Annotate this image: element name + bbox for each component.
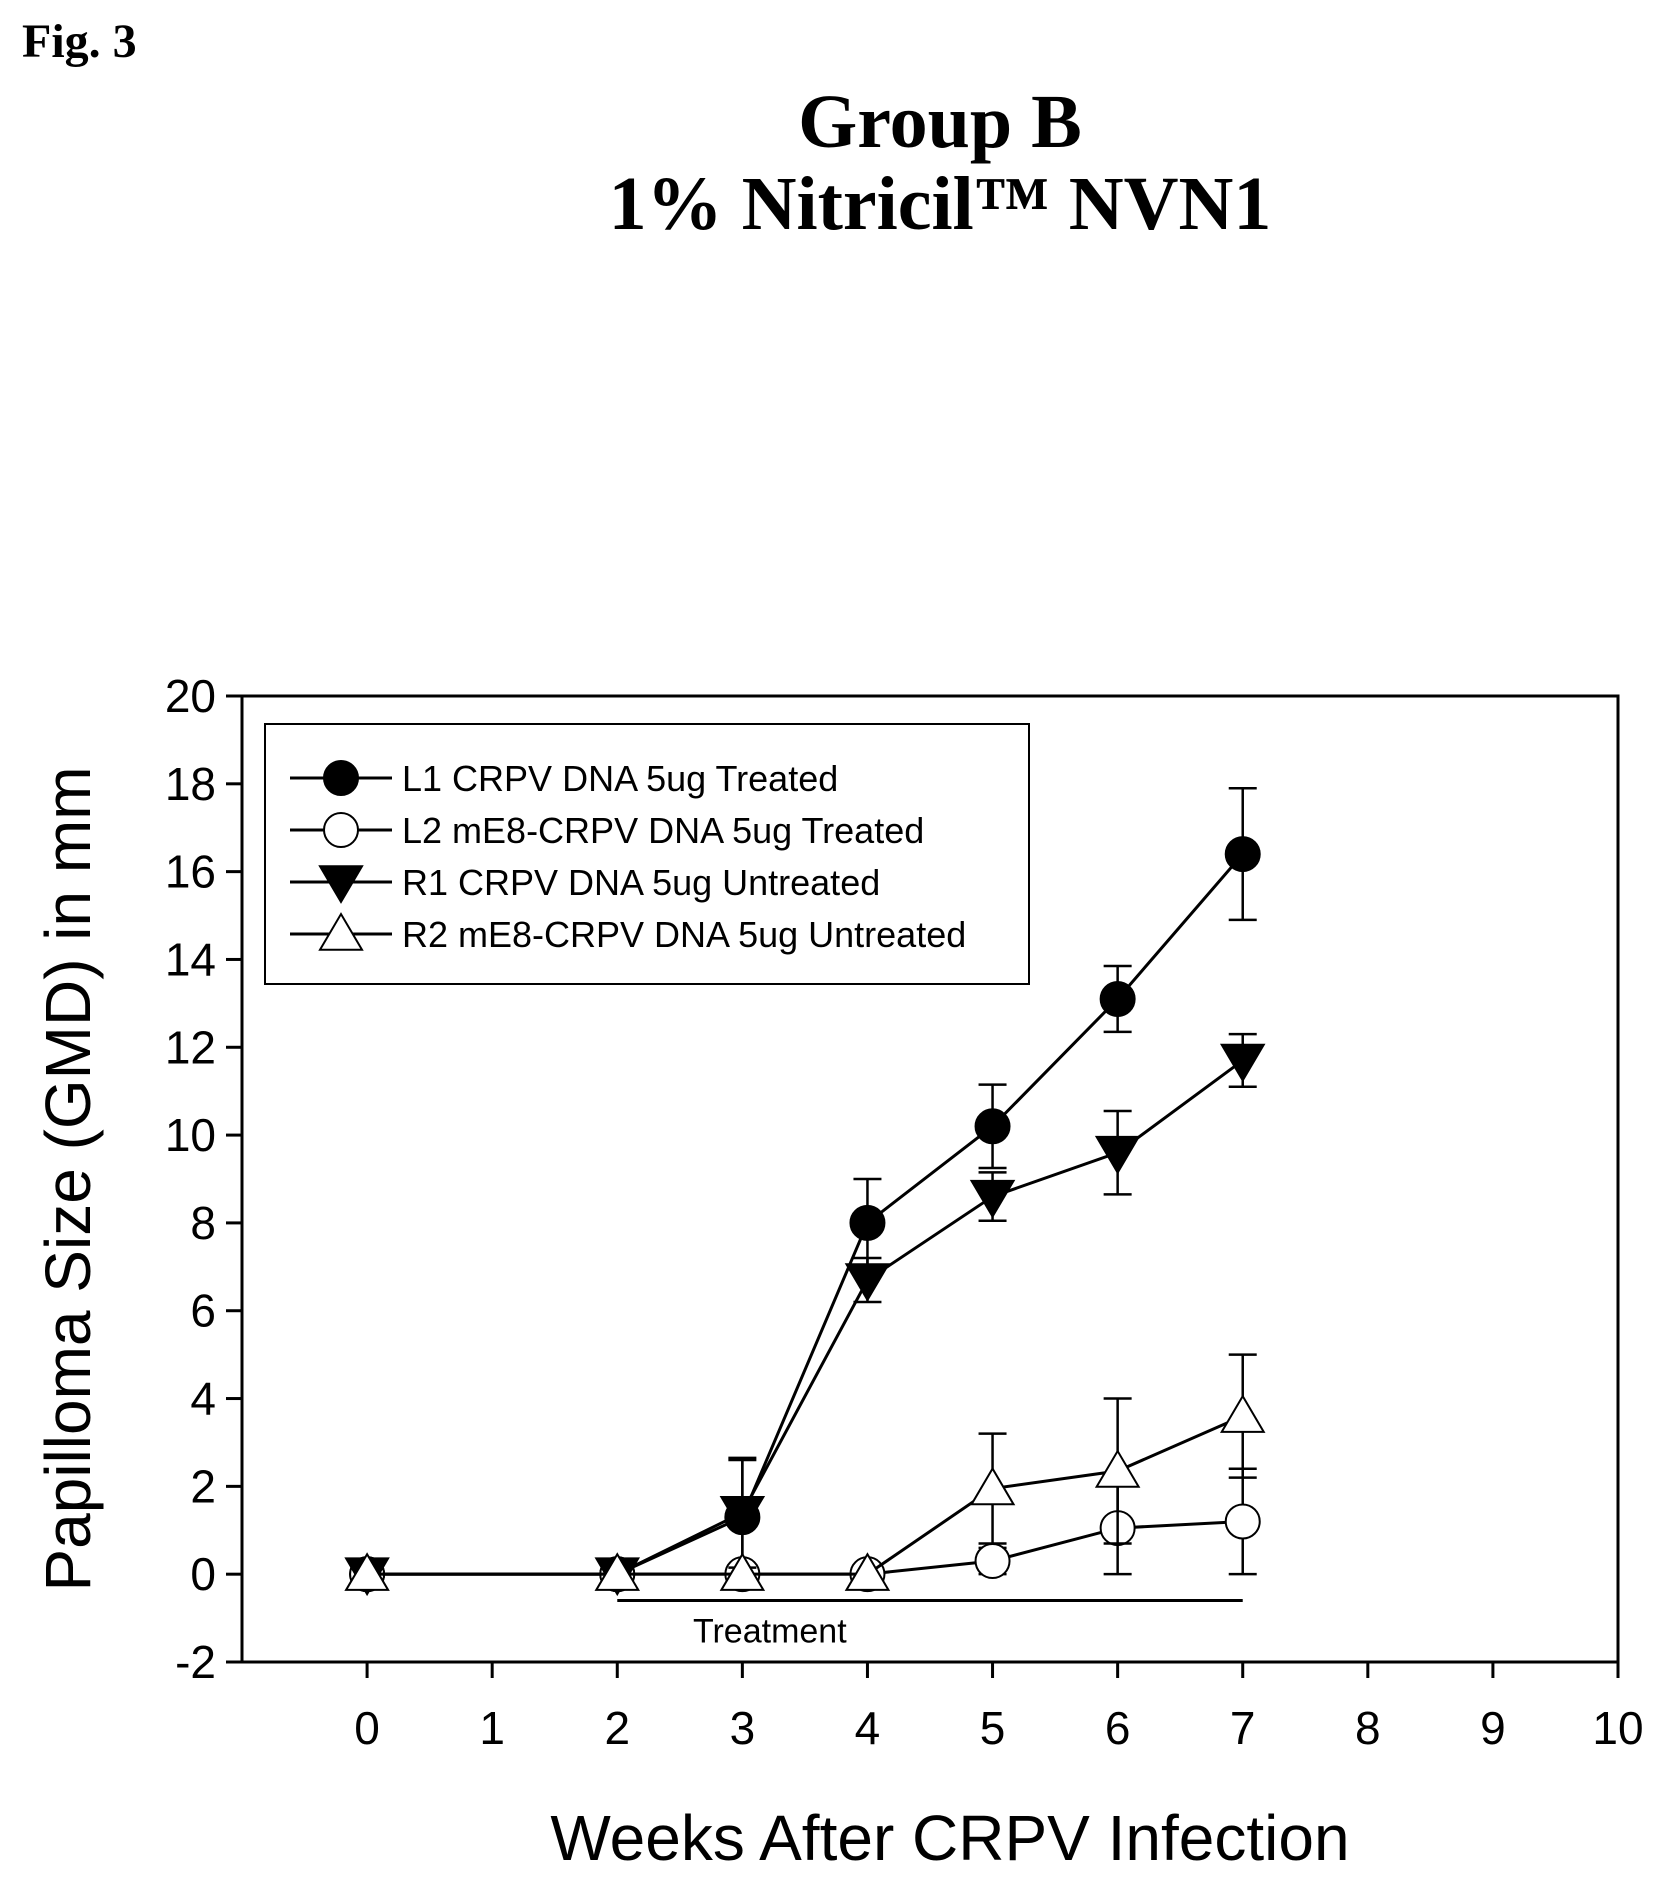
y-axis-title: Papilloma Size (GMD) in mm — [32, 766, 104, 1591]
x-tick-label: 2 — [604, 1702, 630, 1754]
y-tick-label: 18 — [165, 758, 216, 810]
data-point — [1219, 1043, 1266, 1083]
data-point — [844, 1552, 891, 1591]
x-tick-label: 1 — [479, 1702, 505, 1754]
data-point — [1224, 1503, 1261, 1540]
data-point — [1094, 1449, 1141, 1488]
data-point — [849, 1204, 886, 1241]
series-4 — [344, 1353, 1266, 1591]
legend: L1 CRPV DNA 5ug Treated L2 mE8-CRPV DNA 5… — [264, 723, 1030, 985]
y-tick-label: 12 — [165, 1021, 216, 1073]
y-tick-label: 8 — [190, 1197, 216, 1249]
data-point — [969, 1179, 1016, 1219]
legend-marker — [318, 865, 364, 904]
figure-label: Fig. 3 — [22, 15, 137, 68]
data-point — [1224, 836, 1261, 873]
legend-entry: R1 CRPV DNA 5ug Untreated — [402, 862, 880, 903]
x-tick-label: 7 — [1230, 1702, 1256, 1754]
x-tick-label: 10 — [1592, 1702, 1643, 1754]
x-tick-label: 3 — [730, 1702, 756, 1754]
y-tick-label: 0 — [190, 1548, 216, 1600]
y-tick-label: 14 — [165, 933, 216, 985]
x-tick-label: 4 — [855, 1702, 881, 1754]
data-point — [844, 1263, 891, 1302]
legend-box — [264, 723, 1030, 985]
data-point — [1099, 980, 1136, 1017]
legend-entry: L1 CRPV DNA 5ug Treated — [402, 758, 838, 799]
x-tick-label: 8 — [1355, 1702, 1381, 1754]
y-tick-label: 2 — [190, 1460, 216, 1512]
legend-entry: R2 mE8-CRPV DNA 5ug Untreated — [402, 914, 966, 955]
y-tick-label: -2 — [175, 1636, 216, 1688]
plot-frame — [240, 694, 1620, 1664]
series-3 — [344, 1032, 1266, 1597]
chart-title-line-2: 1% Nitricil™ NVN1 — [608, 162, 1272, 246]
x-axis-title: Weeks After CRPV Infection — [550, 1802, 1349, 1874]
legend-entry: L2 mE8-CRPV DNA 5ug Treated — [402, 810, 924, 851]
data-point — [594, 1552, 641, 1591]
data-point — [719, 1552, 766, 1591]
y-tick-label: 16 — [165, 846, 216, 898]
x-tick-label: 9 — [1480, 1702, 1506, 1754]
legend-marker — [323, 760, 359, 796]
y-tick-label: 10 — [165, 1109, 216, 1161]
y-tick-label: 6 — [190, 1285, 216, 1337]
data-point — [974, 1543, 1011, 1580]
series-layer — [344, 786, 1266, 1597]
data-point — [1094, 1135, 1141, 1175]
y-tick-label: 20 — [165, 670, 216, 722]
data-point — [344, 1552, 390, 1591]
data-point — [969, 1466, 1016, 1506]
treatment-annotation-label: Treatment — [693, 1613, 847, 1651]
legend-marker — [323, 812, 359, 848]
data-point — [974, 1108, 1011, 1145]
series-line — [367, 1414, 1244, 1576]
x-tick-label: 0 — [354, 1702, 380, 1754]
legend-marker — [318, 912, 364, 951]
data-point — [1219, 1394, 1266, 1433]
x-tick-label: 5 — [980, 1702, 1006, 1754]
chart-title-line-1: Group B — [798, 80, 1082, 164]
x-tick-label: 6 — [1105, 1702, 1131, 1754]
y-tick-label: 4 — [190, 1373, 216, 1425]
data-point — [719, 1495, 766, 1535]
